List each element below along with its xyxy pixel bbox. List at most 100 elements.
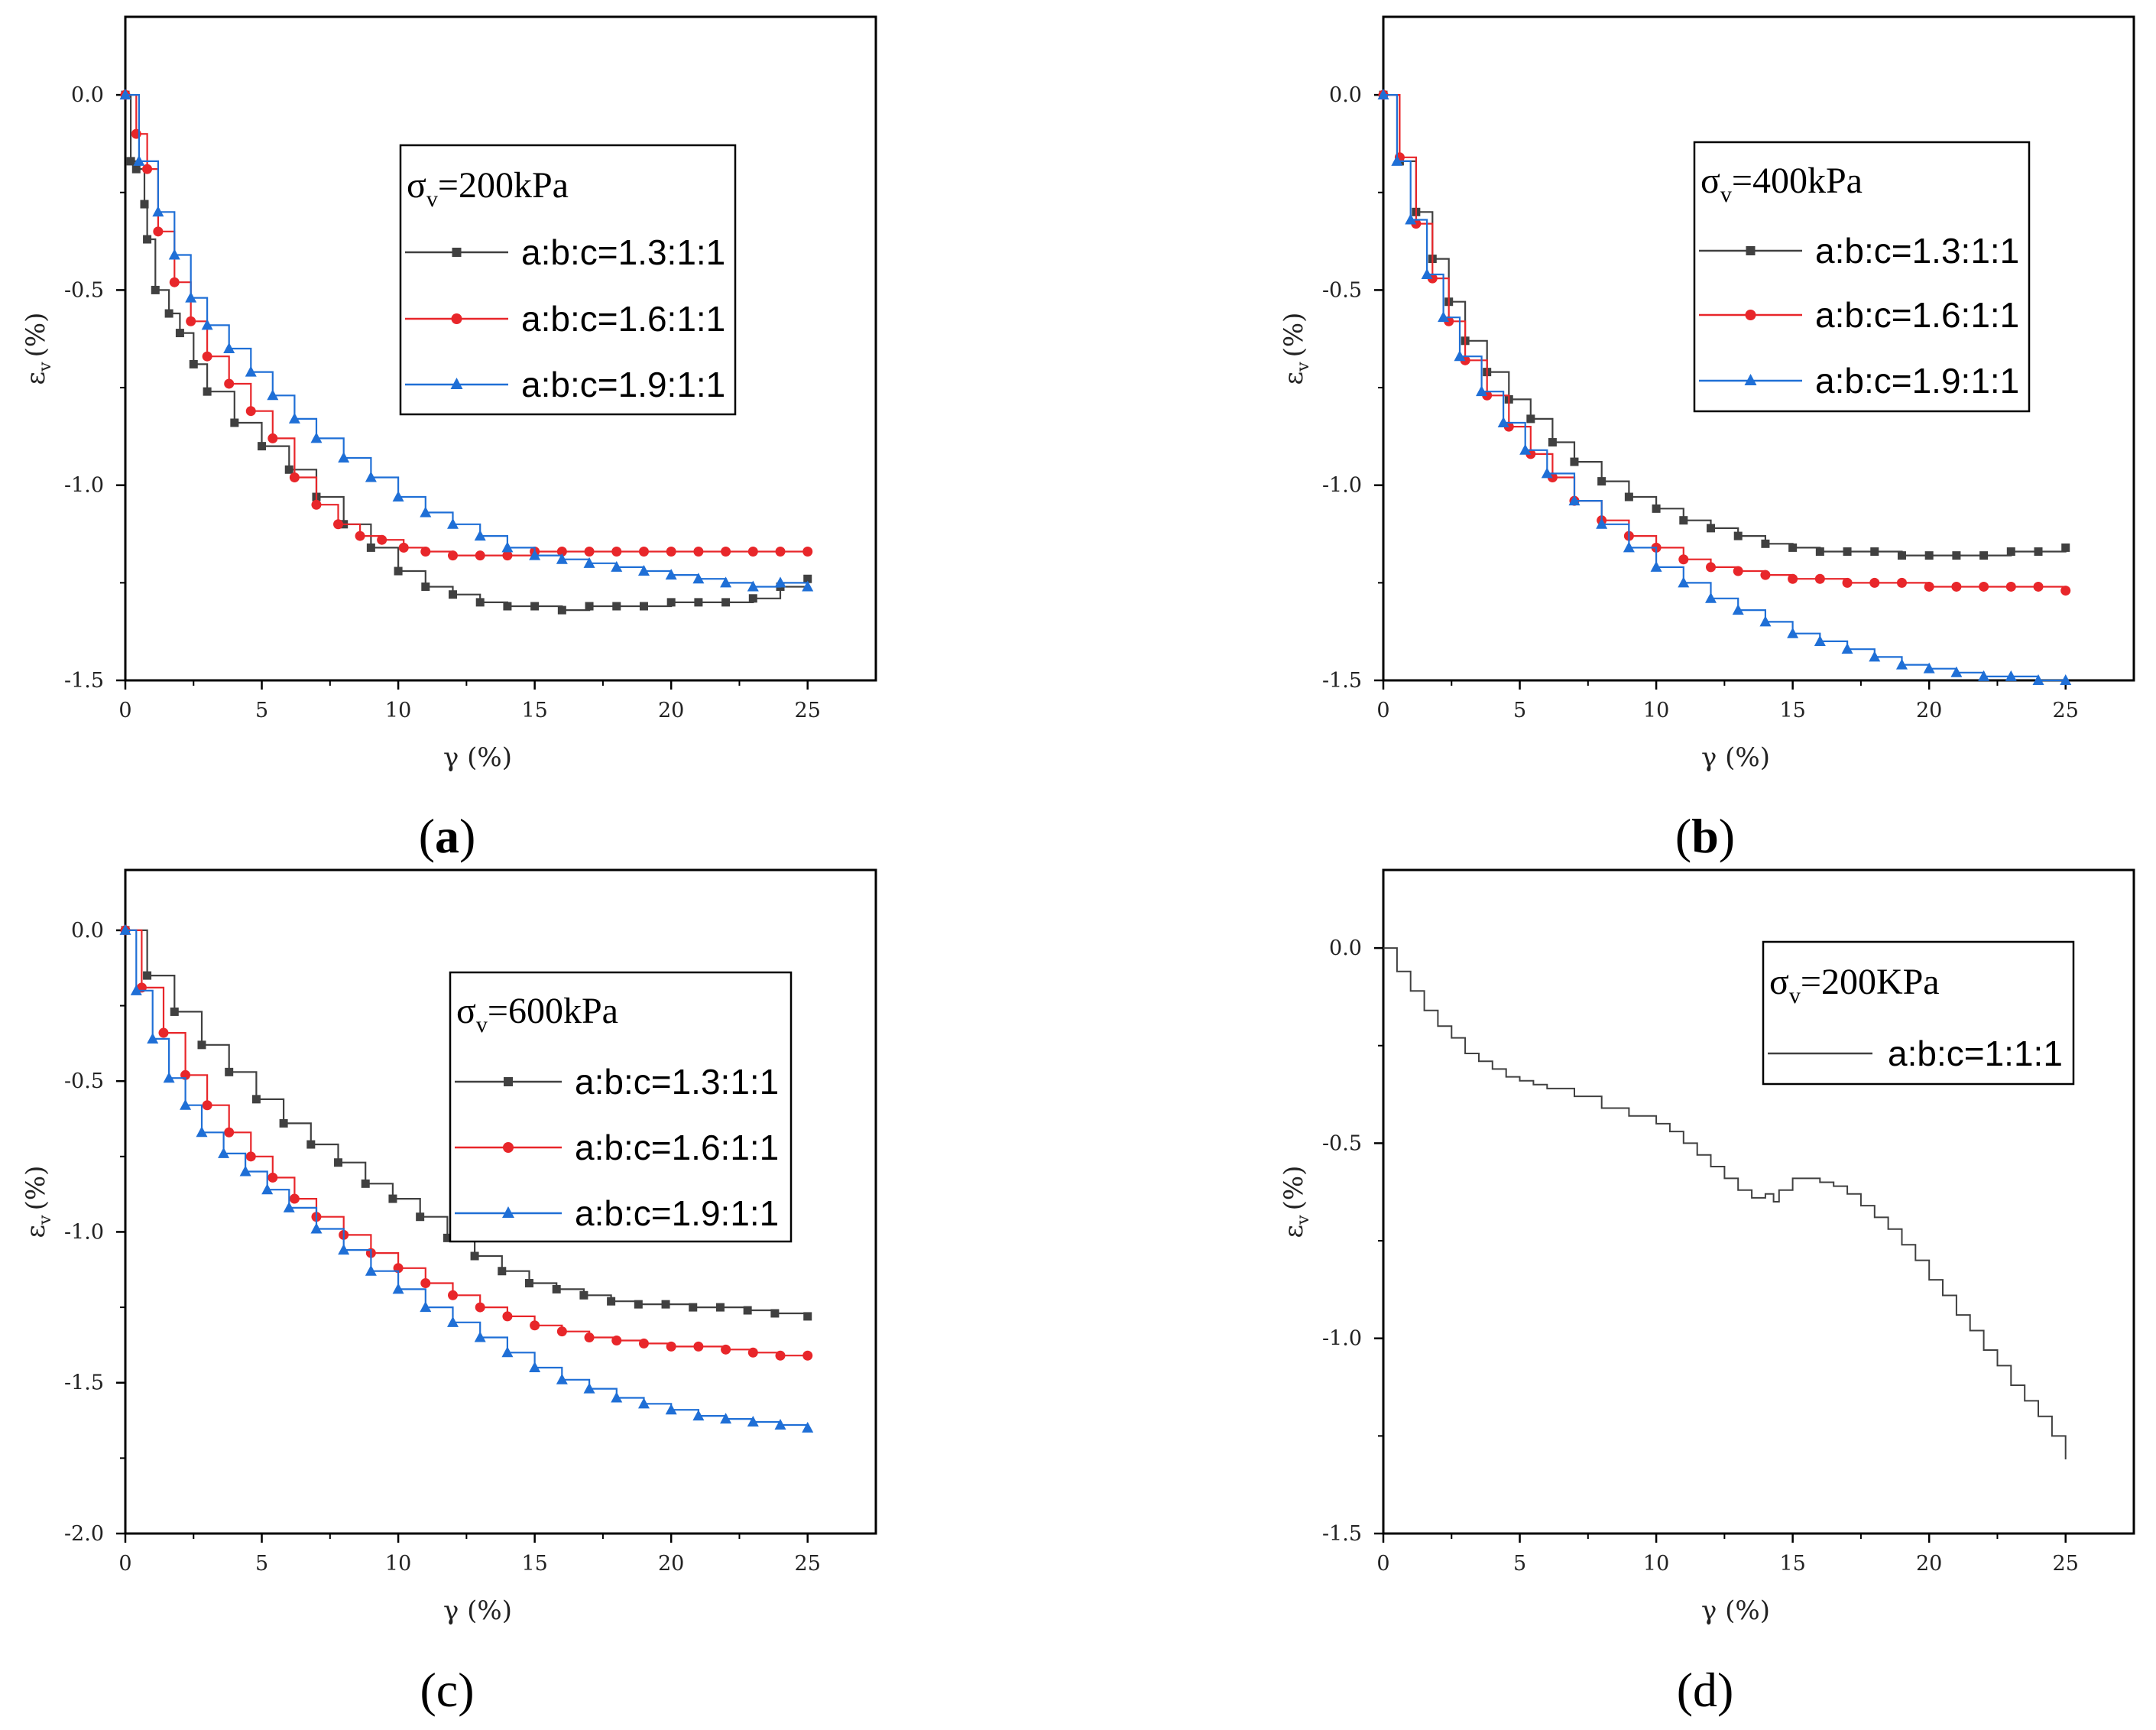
y-tick-label: -1.5 — [64, 669, 104, 693]
x-tick-label: 10 — [1643, 699, 1669, 722]
data-point — [1952, 551, 1961, 560]
data-point — [202, 1100, 212, 1111]
x-tick-label: 15 — [1779, 1552, 1805, 1576]
panel-label-open: ( — [1675, 809, 1691, 863]
data-point — [803, 574, 812, 583]
legend-entry-label: a:b:c=1.6:1:1 — [1815, 295, 2019, 335]
data-point — [143, 971, 152, 980]
data-point — [283, 1201, 295, 1212]
legend-marker — [1745, 310, 1756, 320]
data-point — [168, 248, 180, 260]
data-point — [693, 547, 704, 557]
y-axis-title-text: εv (%) — [21, 1166, 55, 1238]
x-axis-title: γ (%) — [443, 742, 512, 773]
data-point — [126, 157, 135, 166]
data-point — [1896, 577, 1907, 588]
data-point — [661, 1300, 670, 1309]
data-point — [1924, 551, 1934, 560]
y-axis-symbol: ε — [1279, 1225, 1309, 1238]
legend-title: σv=200kPa — [407, 165, 569, 212]
y-tick-label: 0.0 — [1329, 936, 1362, 960]
data-point — [1652, 504, 1661, 513]
y-axis-subscript: v — [1294, 362, 1313, 372]
y-axis-title: εv (%) — [21, 1166, 55, 1238]
y-tick-label: -1.0 — [1322, 1327, 1362, 1351]
data-point — [258, 442, 267, 451]
data-point — [1732, 604, 1744, 615]
data-point — [416, 1212, 425, 1222]
data-point — [119, 923, 131, 935]
data-point — [1733, 531, 1743, 540]
data-point — [392, 491, 404, 502]
panel-label-open: ( — [1677, 1663, 1693, 1717]
x-tick-label: 0 — [1376, 699, 1389, 722]
data-point — [1519, 443, 1532, 455]
data-point — [665, 569, 677, 580]
data-point — [634, 1300, 643, 1309]
data-point — [552, 1284, 561, 1293]
data-point — [224, 378, 235, 389]
data-point — [747, 547, 758, 557]
y-axis-subscript: v — [36, 362, 55, 372]
data-point — [420, 1278, 431, 1289]
x-axis-title: γ (%) — [1701, 1595, 1770, 1626]
plot-frame — [124, 15, 877, 682]
chart-panel-c: 0 5 10 15 20 250.0-0.5-1.0-1.5-2.0γ (%)εv(%)σ… — [21, 868, 877, 1717]
data-point — [361, 1179, 370, 1188]
data-point — [501, 1346, 514, 1358]
series-1 — [1383, 947, 2067, 1459]
data-point — [143, 235, 152, 244]
y-axis-title: εv (%) — [1279, 1166, 1313, 1238]
data-point — [556, 547, 567, 557]
data-point — [140, 200, 149, 209]
data-point — [579, 1290, 588, 1300]
data-point — [720, 576, 732, 588]
data-point — [638, 1338, 649, 1349]
data-point — [152, 206, 164, 217]
data-point — [2060, 586, 2071, 596]
data-point — [267, 389, 279, 401]
chart-panel-a: 0 5 10 15 20 250.0-0.5-1.0-1.5γ (%)εv(%)σv=20… — [21, 15, 877, 863]
data-point — [529, 549, 541, 560]
data-point — [189, 359, 198, 368]
data-point — [245, 1151, 256, 1162]
data-point — [2060, 674, 2072, 685]
data-point — [748, 594, 757, 603]
data-point — [245, 406, 256, 417]
legend: σv=400kPa a:b:c=1.3:1:1 a:b:c=1.6:1:1 a:b:c… — [1693, 141, 2031, 413]
chart-panel-d: 0 5 10 15 20 250.0-0.5-1.0-1.5γ (%)εv(%)σv=20… — [1279, 868, 2135, 1717]
data-point — [666, 1341, 676, 1352]
legend-marker — [452, 248, 462, 257]
y-axis-symbol: ε — [21, 1225, 51, 1238]
legend-title-value: =200KPa — [1801, 962, 1940, 1002]
legend-title-sigma: σ — [456, 991, 476, 1031]
x-tick-label: 15 — [521, 699, 547, 722]
legend-title-value: =200kPa — [438, 165, 569, 206]
data-point — [1548, 438, 1557, 447]
x-tick-label: 20 — [658, 1552, 684, 1576]
data-point — [196, 1126, 208, 1138]
y-axis-unit: (%) — [21, 1166, 51, 1211]
x-tick-label: 5 — [255, 699, 268, 722]
data-point — [153, 226, 164, 237]
data-point — [802, 1421, 814, 1433]
data-point — [584, 547, 595, 557]
data-point — [1705, 592, 1717, 603]
data-point — [1761, 539, 1770, 548]
data-point — [449, 590, 458, 599]
x-tick-label: 0 — [118, 699, 131, 722]
x-tick-label: 5 — [1513, 699, 1526, 722]
data-point — [267, 1172, 278, 1183]
series-2 — [120, 89, 813, 561]
data-point — [529, 1362, 541, 1372]
data-point — [1788, 573, 1798, 584]
x-tick-label: 0 — [118, 1552, 131, 1576]
data-point — [289, 1193, 300, 1204]
data-point — [365, 471, 377, 482]
legend-entry-label: a:b:c=1.6:1:1 — [521, 299, 725, 339]
data-point — [721, 547, 731, 557]
data-point — [447, 518, 459, 529]
data-point — [803, 1312, 812, 1321]
data-point — [1843, 547, 1852, 557]
legend-box — [1693, 141, 2031, 413]
